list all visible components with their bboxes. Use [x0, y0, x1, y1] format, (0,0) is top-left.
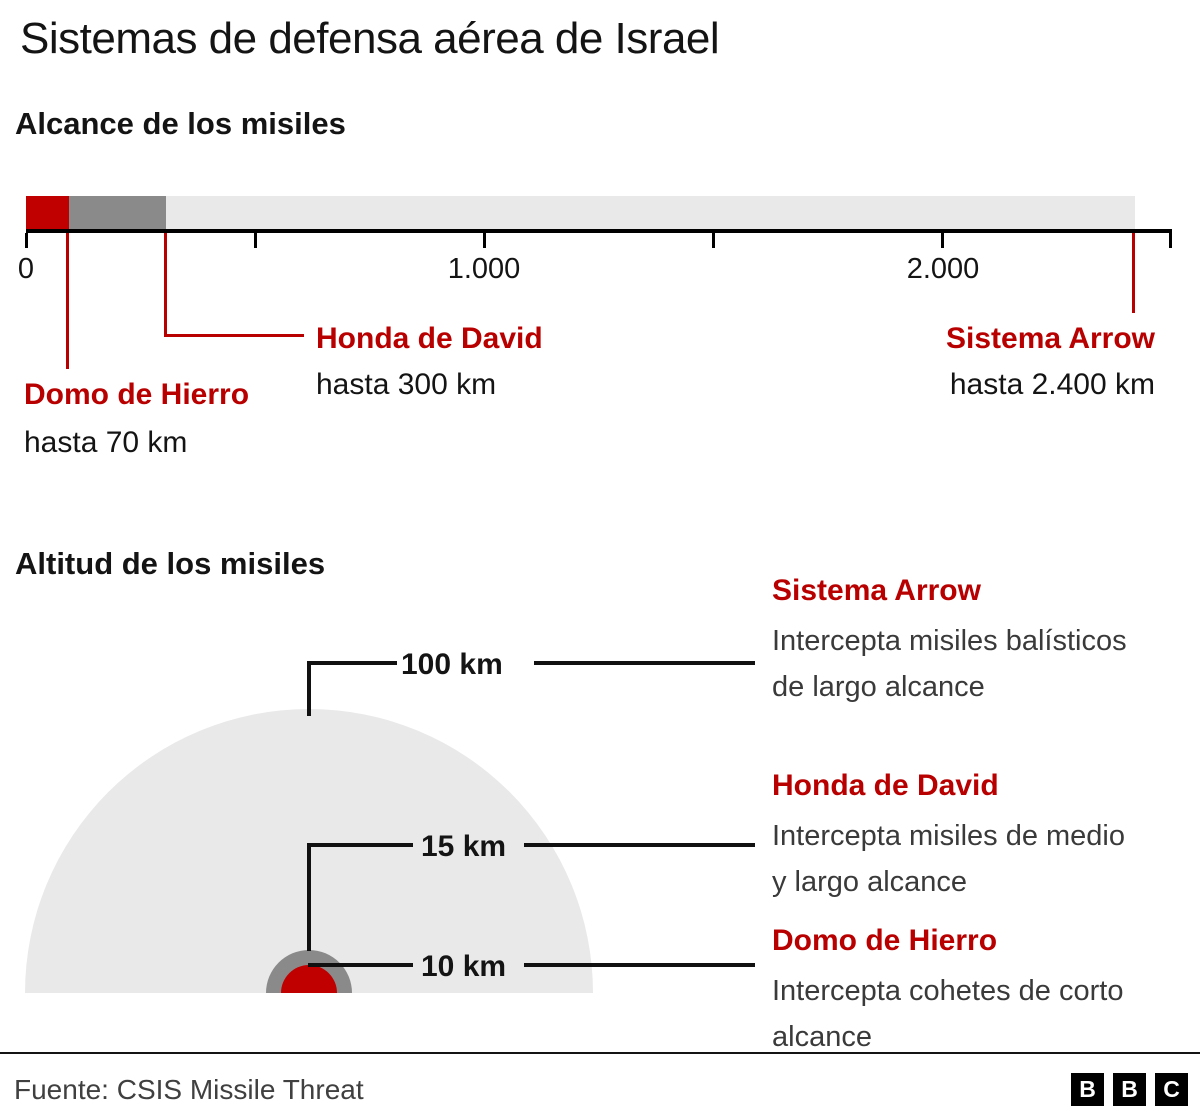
x-axis-line	[26, 229, 1172, 233]
source-attribution: Fuente: CSIS Missile Threat	[14, 1074, 364, 1105]
alt-line-100km-right	[534, 661, 755, 665]
page-title: Sistemas de defensa aérea de Israel	[20, 14, 720, 63]
x-axis-tick-1000	[482, 233, 486, 248]
alt-block-honda-description: Intercepta misiles de medio y largo alca…	[772, 820, 1125, 898]
range-label-arrow-value: hasta 2.400 km	[949, 368, 1155, 401]
callout-line-arrow-vertical	[1131, 233, 1135, 313]
bar-segment-domo-de-hierro	[26, 196, 69, 229]
callout-line-honda-vertical	[163, 233, 167, 337]
bbc-logo-letter: C	[1163, 1076, 1180, 1102]
callout-line-domo-vertical	[66, 233, 69, 369]
bbc-logo-letter: B	[1079, 1076, 1096, 1102]
alt-block-arrow-description: Intercepta misiles balísticos de largo a…	[772, 625, 1127, 703]
range-label-domo-value: hasta 70 km	[24, 426, 188, 459]
alt-line-100km-left	[307, 661, 397, 665]
alt-line-100km-vertical	[307, 661, 311, 716]
bbc-logo-square-b1: B	[1071, 1073, 1104, 1106]
alt-line-15km-vertical	[307, 843, 311, 951]
range-label-honda-name: Honda de David	[316, 322, 543, 355]
alt-block-domo-description: Intercepta cohetes de corto alcance	[772, 975, 1124, 1053]
range-label-domo-name: Domo de Hierro	[24, 378, 250, 411]
bbc-logo-square-c: C	[1155, 1073, 1188, 1106]
x-axis-tick-2500	[1169, 233, 1172, 248]
bbc-logo-letter: B	[1121, 1076, 1138, 1102]
alt-line-15km-right	[524, 843, 755, 847]
x-axis-tick-label-0: 0	[17, 253, 35, 285]
bar-segment-honda-de-david	[69, 196, 166, 229]
alt-line-15km-left	[307, 843, 413, 847]
range-label-arrow-name: Sistema Arrow	[946, 322, 1155, 355]
footer-divider	[0, 1052, 1200, 1054]
bar-segment-sistema-arrow	[166, 196, 1135, 229]
alt-line-10km-right	[524, 963, 755, 967]
alt-block-honda-title: Honda de David	[772, 769, 999, 802]
alt-label-10km: 10 km	[421, 950, 507, 983]
bbc-logo-square-b2: B	[1113, 1073, 1146, 1106]
alt-block-arrow-title: Sistema Arrow	[772, 574, 981, 607]
alt-line-10km-left	[308, 963, 413, 967]
alt-block-domo-title: Domo de Hierro	[772, 924, 998, 957]
altitude-section-heading: Altitud de los misiles	[15, 546, 326, 581]
alt-label-15km: 15 km	[421, 830, 507, 863]
range-section-heading: Alcance de los misiles	[15, 106, 346, 141]
x-axis-tick-2000	[941, 233, 945, 248]
x-axis-tick-label-2000: 2.000	[906, 253, 980, 285]
range-label-honda-value: hasta 300 km	[316, 368, 497, 401]
alt-label-100km: 100 km	[401, 648, 503, 681]
x-axis-tick-label-1000: 1.000	[447, 253, 521, 285]
x-axis-tick-1500	[712, 233, 716, 248]
x-axis-tick-500	[253, 233, 257, 248]
callout-line-honda-horizontal	[163, 334, 304, 337]
x-axis-tick-0	[24, 233, 28, 248]
